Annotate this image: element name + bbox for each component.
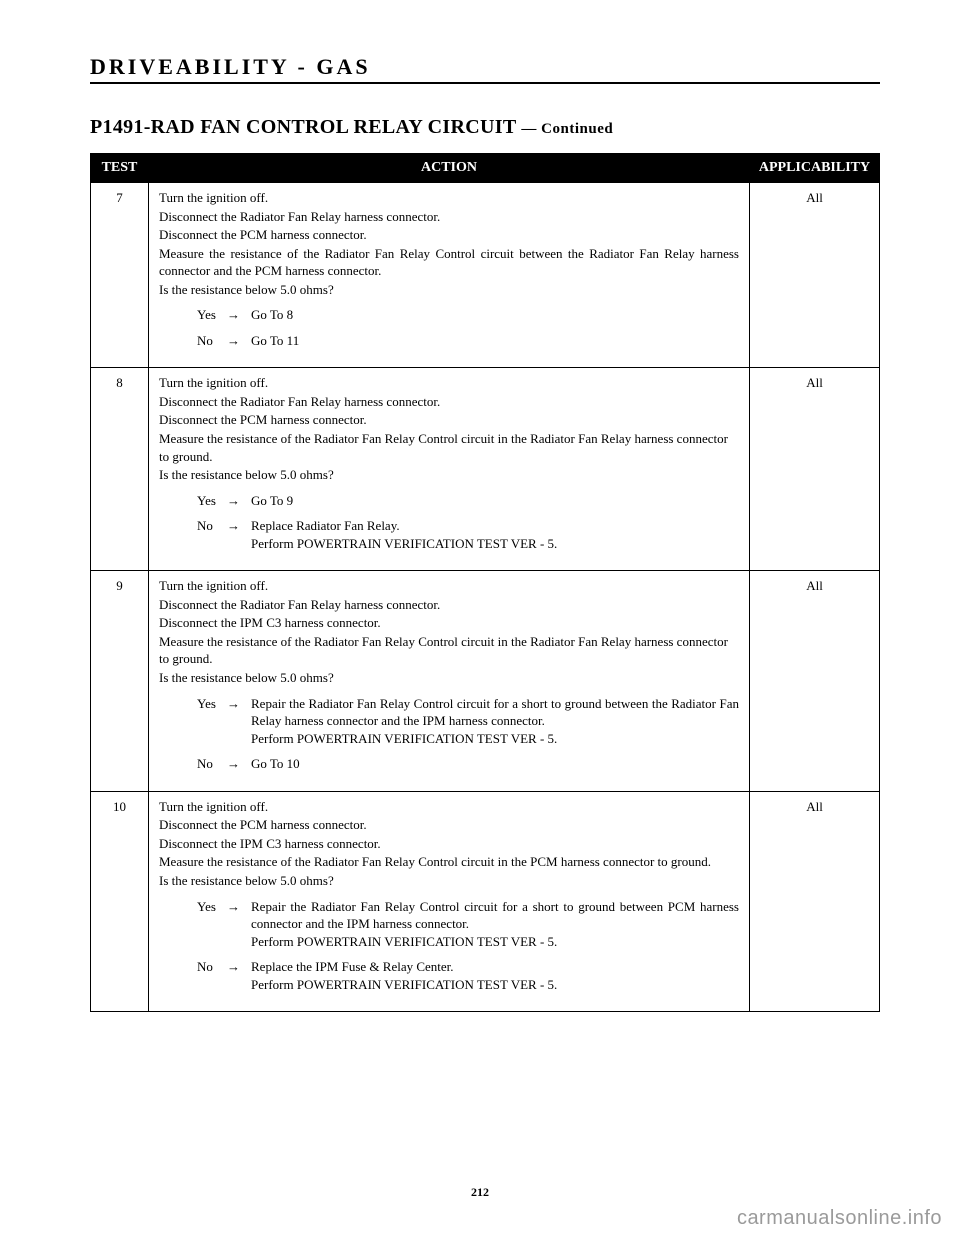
- branch-row: No→Replace the IPM Fuse & Relay Center.P…: [197, 958, 739, 993]
- col-header-applic: APPLICABILITY: [750, 154, 880, 183]
- page-title: P1491-RAD FAN CONTROL RELAY CIRCUIT — Co…: [90, 116, 880, 139]
- branch-result: Go To 9: [251, 492, 739, 510]
- branch-row: Yes→Repair the Radiator Fan Relay Contro…: [197, 898, 739, 951]
- action-line: Disconnect the Radiator Fan Relay harnes…: [159, 596, 739, 614]
- action-cell: Turn the ignition off.Disconnect the PCM…: [149, 791, 750, 1011]
- action-line: Measure the resistance of the Radiator F…: [159, 853, 739, 871]
- branch-label: Yes: [197, 695, 227, 713]
- action-cell: Turn the ignition off.Disconnect the Rad…: [149, 183, 750, 368]
- branch-row: No→Go To 11: [197, 332, 739, 350]
- branch-row: Yes→Go To 9: [197, 492, 739, 510]
- arrow-icon: →: [227, 492, 251, 510]
- action-line: Is the resistance below 5.0 ohms?: [159, 281, 739, 299]
- branch-result: Repair the Radiator Fan Relay Control ci…: [251, 695, 739, 748]
- col-header-action: ACTION: [149, 154, 750, 183]
- action-line: Is the resistance below 5.0 ohms?: [159, 872, 739, 890]
- action-line: Disconnect the IPM C3 harness connector.: [159, 835, 739, 853]
- action-line: Disconnect the Radiator Fan Relay harnes…: [159, 393, 739, 411]
- watermark: carmanualsonline.info: [737, 1207, 942, 1230]
- action-line: Turn the ignition off.: [159, 577, 739, 595]
- branch-label: Yes: [197, 898, 227, 916]
- test-number: 9: [91, 571, 149, 791]
- section-header: DRIVEABILITY - GAS: [90, 54, 880, 80]
- branch-result: Go To 10: [251, 755, 739, 773]
- applicability-cell: All: [750, 183, 880, 368]
- branch-label: Yes: [197, 492, 227, 510]
- branch-label: Yes: [197, 306, 227, 324]
- test-number: 8: [91, 368, 149, 571]
- arrow-icon: →: [227, 898, 251, 916]
- action-line: Measure the resistance of the Radiator F…: [159, 430, 739, 465]
- branch-result: Replace the IPM Fuse & Relay Center.Perf…: [251, 958, 739, 993]
- action-line: Turn the ignition off.: [159, 798, 739, 816]
- title-continued: — Continued: [521, 121, 613, 137]
- title-code: P1491-RAD FAN CONTROL RELAY CIRCUIT: [90, 116, 516, 138]
- branch-row: Yes→Go To 8: [197, 306, 739, 324]
- arrow-icon: →: [227, 755, 251, 773]
- action-cell: Turn the ignition off.Disconnect the Rad…: [149, 368, 750, 571]
- branch-label: No: [197, 332, 227, 350]
- branch-row: Yes→Repair the Radiator Fan Relay Contro…: [197, 695, 739, 748]
- action-line: Disconnect the PCM harness connector.: [159, 816, 739, 834]
- action-line: Turn the ignition off.: [159, 374, 739, 392]
- action-line: Turn the ignition off.: [159, 189, 739, 207]
- action-line: Measure the resistance of the Radiator F…: [159, 245, 739, 280]
- branch-row: No→Replace Radiator Fan Relay.Perform PO…: [197, 517, 739, 552]
- action-line: Is the resistance below 5.0 ohms?: [159, 669, 739, 687]
- table-row: 7Turn the ignition off.Disconnect the Ra…: [91, 183, 880, 368]
- branch-result: Repair the Radiator Fan Relay Control ci…: [251, 898, 739, 951]
- arrow-icon: →: [227, 332, 251, 350]
- action-line: Disconnect the IPM C3 harness connector.: [159, 614, 739, 632]
- col-header-test: TEST: [91, 154, 149, 183]
- action-line: Disconnect the PCM harness connector.: [159, 226, 739, 244]
- branch-label: No: [197, 958, 227, 976]
- branch-label: No: [197, 755, 227, 773]
- table-row: 9Turn the ignition off.Disconnect the Ra…: [91, 571, 880, 791]
- diagnostic-table: TEST ACTION APPLICABILITY 7Turn the igni…: [90, 153, 880, 1012]
- branch-row: No→Go To 10: [197, 755, 739, 773]
- arrow-icon: →: [227, 695, 251, 713]
- action-line: Measure the resistance of the Radiator F…: [159, 633, 739, 668]
- applicability-cell: All: [750, 368, 880, 571]
- action-cell: Turn the ignition off.Disconnect the Rad…: [149, 571, 750, 791]
- test-number: 7: [91, 183, 149, 368]
- arrow-icon: →: [227, 517, 251, 535]
- test-number: 10: [91, 791, 149, 1011]
- table-row: 8Turn the ignition off.Disconnect the Ra…: [91, 368, 880, 571]
- arrow-icon: →: [227, 306, 251, 324]
- branch-result: Go To 8: [251, 306, 739, 324]
- arrow-icon: →: [227, 958, 251, 976]
- action-line: Is the resistance below 5.0 ohms?: [159, 466, 739, 484]
- applicability-cell: All: [750, 571, 880, 791]
- branch-result: Go To 11: [251, 332, 739, 350]
- branch-label: No: [197, 517, 227, 535]
- page: DRIVEABILITY - GAS P1491-RAD FAN CONTROL…: [0, 0, 960, 1242]
- header-rule: [90, 82, 880, 84]
- table-row: 10Turn the ignition off.Disconnect the P…: [91, 791, 880, 1011]
- applicability-cell: All: [750, 791, 880, 1011]
- branch-result: Replace Radiator Fan Relay.Perform POWER…: [251, 517, 739, 552]
- page-number: 212: [0, 1185, 960, 1200]
- action-line: Disconnect the Radiator Fan Relay harnes…: [159, 208, 739, 226]
- action-line: Disconnect the PCM harness connector.: [159, 411, 739, 429]
